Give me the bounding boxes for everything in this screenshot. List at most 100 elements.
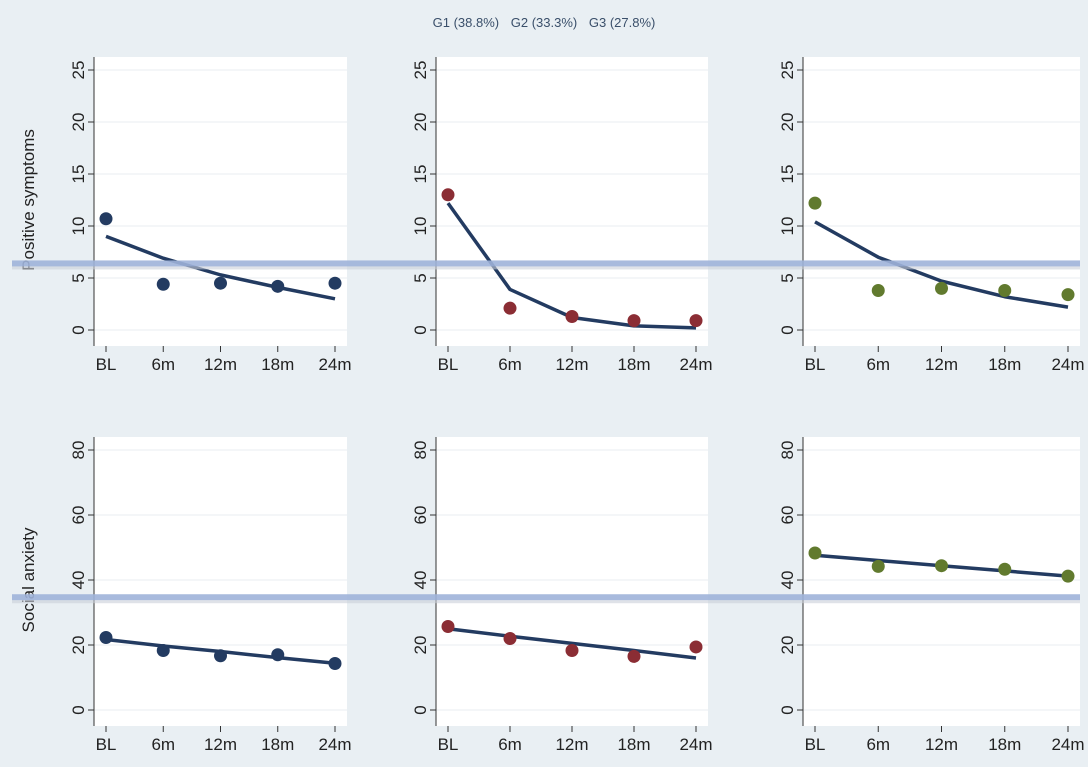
data-point [998,562,1012,576]
data-point [503,632,517,645]
data-point [328,657,342,671]
panel-g3-positive: 0 5 10 15 20 25 BL 6m 12m 18m 24m [778,57,1085,374]
y-tick-label: 0 [411,325,430,334]
x-tick-label: 18m [988,355,1021,374]
y-tick-label: 20 [69,636,88,655]
plot-area [803,57,1080,346]
x-tick-label: 18m [261,355,294,374]
y-tick-label: 20 [778,636,797,655]
y-tick-label: 80 [778,441,797,460]
y-tick-label: 80 [411,441,430,460]
data-point [214,649,227,663]
data-point [627,314,641,328]
data-point [871,283,885,297]
x-tick-label: 18m [988,735,1021,754]
x-tick-label: 24m [1051,355,1084,374]
y-tick-label: 20 [411,636,430,655]
x-tick-label: 12m [555,355,588,374]
data-point [998,283,1012,297]
reference-line [12,260,1080,267]
data-point [441,188,455,202]
x-tick-label: 12m [204,355,237,374]
data-point [565,644,579,658]
y-tick-label: 10 [69,217,88,236]
y-tick-label: 25 [778,61,797,80]
x-tick-label: 18m [617,735,650,754]
data-point [1061,288,1075,302]
x-tick-label: BL [438,735,459,754]
y-tick-label: 80 [69,441,88,460]
x-tick-label: 6m [151,355,175,374]
data-point [156,277,170,291]
x-tick-label: BL [96,735,117,754]
data-point [271,648,285,662]
fitted-line [447,627,697,660]
y-tick-label: 25 [411,61,430,80]
y-tick-label: 0 [69,705,88,714]
x-tick-label: 24m [679,355,712,374]
reference-line [12,594,1080,601]
reference-line-shadow [12,266,1080,270]
panel-g1-anxiety: 0 20 40 60 80 BL 6m 12m 18m 24m Social anxiety [19,437,352,754]
x-tick-label: BL [805,355,826,374]
y-tick-label: 40 [411,571,430,590]
y-tick-label: 60 [69,506,88,525]
plot-area [94,437,347,726]
reference-line-shadow [12,600,1080,604]
plot-area [436,57,708,346]
y-tick-label: 25 [69,61,88,80]
y-tick-label: 40 [778,571,797,590]
x-tick-label: BL [805,735,826,754]
y-tick-label: 5 [778,273,797,282]
x-tick-label: 18m [617,355,650,374]
y-tick-label: 15 [411,165,430,184]
data-point [689,640,703,654]
data-point [441,619,455,633]
legend-g1: G1 (38.8%) [432,15,500,30]
x-tick-label: 6m [151,735,175,754]
x-tick-label: 6m [866,735,890,754]
legend-g3: G3 (27.8%) [588,15,656,30]
data-point [565,309,579,323]
y-tick-label: 15 [778,165,797,184]
y-tick-label: 60 [411,506,430,525]
y-tick-label: 15 [69,165,88,184]
panel-g2-anxiety: 0 20 40 60 80 BL 6m 12m 18m 24m [411,437,713,754]
x-tick-label: 24m [679,735,712,754]
y-tick-label: 0 [69,325,88,334]
y-tick-label: 20 [778,113,797,132]
data-point [935,559,948,573]
y-tick-label: 5 [411,273,430,282]
plot-area [94,57,347,346]
fitted-line [814,220,1069,309]
x-tick-label: 12m [925,735,958,754]
data-point [935,281,948,295]
y-tick-label: 10 [778,217,797,236]
x-tick-label: 6m [498,355,522,374]
data-point [627,649,641,663]
y-axis-title: Positive symptoms [19,129,38,271]
y-tick-label: 10 [411,217,430,236]
data-point [99,212,113,226]
x-tick-label: 24m [1051,735,1084,754]
y-tick-label: 60 [778,506,797,525]
x-tick-label: BL [96,355,117,374]
data-point [271,279,285,293]
data-point [689,314,703,328]
x-tick-label: 6m [498,735,522,754]
data-point [99,631,113,645]
data-point [503,301,517,315]
y-tick-label: 40 [69,571,88,590]
data-point [328,276,342,290]
data-point [1061,569,1075,583]
data-point [214,276,227,290]
plot-area [803,437,1080,726]
panel-g3-anxiety: 0 20 40 60 80 BL 6m 12m 18m 24m [778,437,1085,754]
y-tick-label: 20 [69,113,88,132]
x-tick-label: 12m [204,735,237,754]
x-tick-label: 18m [261,735,294,754]
plot-area [436,437,708,726]
x-tick-label: 6m [866,355,890,374]
legend: G1 (38.8%) G2 (33.3%) G3 (27.8%) [0,15,1088,30]
